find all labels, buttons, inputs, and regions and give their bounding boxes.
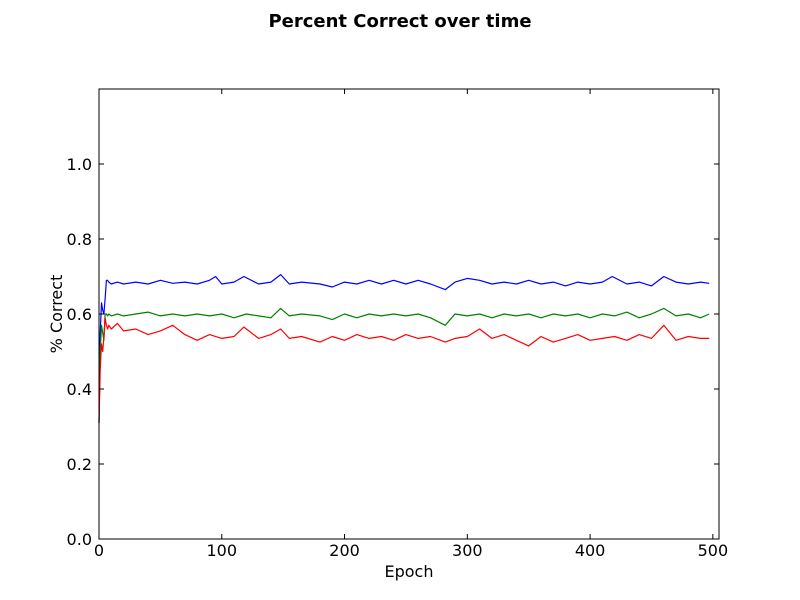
series-line-1 [98, 274, 710, 423]
series-line-2 [98, 307, 710, 423]
x-axis-label: Epoch [385, 562, 434, 581]
y-tick-label: 0.8 [67, 230, 92, 249]
chart-title: Percent Correct over time [268, 11, 531, 32]
y-tick-label: 0.6 [67, 305, 92, 324]
y-tick-label: 0.2 [67, 455, 92, 474]
plot-area-frame [98, 88, 720, 540]
x-tick-label: 100 [206, 541, 237, 560]
x-tick-label: 300 [452, 541, 483, 560]
y-tick-label: 0.4 [67, 380, 92, 399]
axis-ticks: 0 100 200 300 400 500 0.0 0.2 0.4 0.6 0.8 1.0 [67, 89, 729, 560]
y-tick-label: 1.0 [67, 155, 92, 174]
series-line-3 [98, 317, 710, 423]
x-tick-label: 200 [329, 541, 360, 560]
y-axis-label: % Correct [47, 275, 66, 354]
x-tick-label: 0 [94, 541, 104, 560]
y-tick-label: 0.0 [67, 530, 92, 549]
x-tick-label: 400 [575, 541, 606, 560]
x-tick-label: 500 [698, 541, 729, 560]
plot-layer [98, 274, 710, 423]
